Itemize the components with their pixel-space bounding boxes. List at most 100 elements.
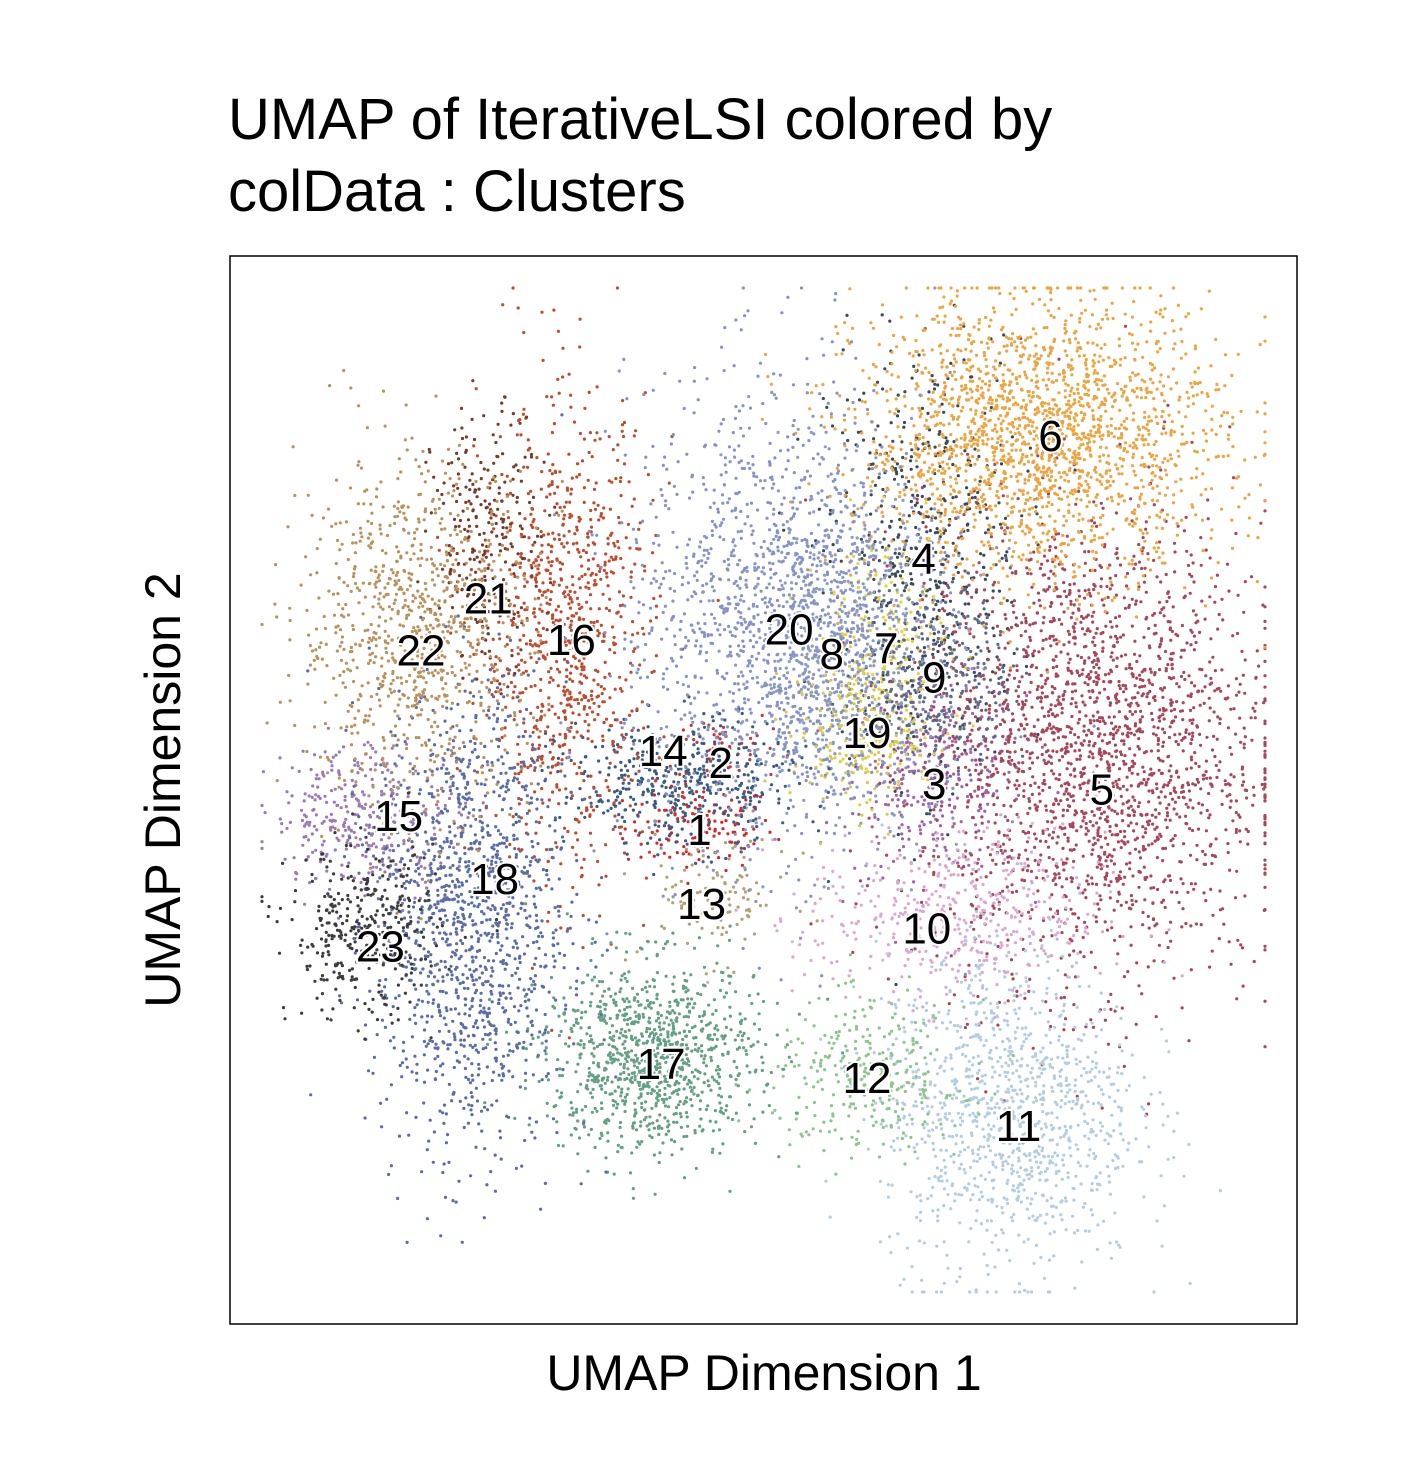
scatter-point: [1039, 470, 1043, 474]
scatter-point: [973, 438, 977, 442]
scatter-point: [943, 510, 947, 514]
scatter-point: [1069, 702, 1073, 706]
scatter-point: [1026, 593, 1030, 597]
scatter-point: [1155, 464, 1159, 468]
scatter-point: [1077, 748, 1082, 752]
scatter-point: [909, 582, 913, 586]
scatter-point: [869, 791, 873, 795]
scatter-point: [949, 501, 953, 505]
scatter-point: [925, 479, 929, 483]
scatter-point: [1144, 520, 1148, 524]
scatter-point: [1093, 643, 1097, 648]
scatter-point: [1261, 603, 1265, 607]
scatter-point: [1003, 363, 1007, 367]
scatter-point: [942, 423, 946, 427]
scatter-point: [1105, 928, 1110, 932]
scatter-point: [1106, 595, 1110, 600]
scatter-point: [968, 732, 972, 737]
scatter-point: [986, 820, 991, 824]
scatter-point: [1009, 430, 1013, 434]
scatter-point: [1103, 596, 1107, 601]
scatter-point: [914, 338, 918, 343]
scatter-point: [1263, 412, 1267, 416]
scatter-point: [1129, 821, 1133, 825]
scatter-points-layer: [260, 286, 1267, 1294]
scatter-point: [1003, 389, 1007, 393]
scatter-point: [1047, 710, 1051, 714]
scatter-point: [933, 531, 938, 535]
scatter-point: [1115, 547, 1119, 551]
scatter-point: [1077, 512, 1081, 516]
scatter-point: [982, 553, 986, 557]
scatter-point: [883, 452, 887, 456]
scatter-point: [908, 459, 913, 463]
scatter-point: [1152, 546, 1156, 550]
scatter-point: [1106, 454, 1111, 458]
scatter-point: [1124, 698, 1128, 702]
scatter-point: [1009, 389, 1013, 393]
scatter-point: [1168, 818, 1172, 822]
scatter-point: [1208, 965, 1212, 969]
scatter-point: [1083, 703, 1087, 707]
scatter-point: [997, 417, 1001, 421]
scatter-point: [1022, 462, 1026, 466]
scatter-point: [1042, 758, 1046, 762]
scatter-point: [1033, 832, 1037, 836]
scatter-point: [933, 424, 938, 428]
scatter-point: [1163, 493, 1167, 497]
scatter-point: [1167, 735, 1171, 740]
scatter-point: [1139, 396, 1144, 400]
scatter-point: [1042, 714, 1046, 719]
scatter-point: [1213, 585, 1218, 589]
scatter-point: [1087, 437, 1091, 441]
scatter-point: [682, 845, 686, 849]
scatter-point: [939, 519, 943, 524]
scatter-point: [1017, 509, 1022, 513]
scatter-point: [1174, 480, 1178, 484]
scatter-point: [963, 443, 967, 447]
scatter-point: [1140, 552, 1144, 556]
scatter-point: [1193, 344, 1197, 348]
scatter-point: [990, 610, 995, 614]
scatter-point: [1145, 812, 1149, 817]
scatter-point: [989, 406, 994, 410]
scatter-point: [895, 414, 900, 418]
scatter-point: [1251, 785, 1256, 789]
scatter-point: [834, 352, 838, 357]
scatter-point: [1145, 615, 1149, 620]
scatter-point: [1167, 803, 1171, 807]
scatter-point: [1016, 497, 1020, 501]
scatter-point: [914, 452, 918, 456]
scatter-point: [961, 536, 965, 540]
scatter-point: [1115, 664, 1119, 669]
scatter-point: [1234, 799, 1238, 803]
scatter-point: [1169, 920, 1173, 924]
scatter-point: [1166, 459, 1170, 463]
scatter-point: [1156, 887, 1160, 892]
scatter-point: [1037, 785, 1041, 789]
scatter-point: [1075, 757, 1079, 762]
scatter-point: [1126, 726, 1130, 731]
scatter-point: [1092, 397, 1096, 401]
scatter-point: [1162, 384, 1166, 388]
scatter-point: [1073, 809, 1077, 813]
scatter-point: [1017, 488, 1022, 492]
scatter-point: [894, 397, 898, 401]
scatter-point: [895, 345, 899, 349]
scatter-point: [685, 865, 689, 869]
scatter-point: [1007, 628, 1011, 632]
scatter-point: [1077, 565, 1081, 569]
scatter-point: [971, 745, 975, 749]
scatter-point: [1200, 689, 1204, 693]
scatter-point: [1084, 714, 1088, 718]
scatter-point: [1263, 841, 1267, 845]
scatter-point: [705, 813, 709, 818]
scatter-point: [1082, 815, 1086, 820]
scatter-point: [984, 739, 988, 743]
scatter-point: [1141, 910, 1145, 915]
scatter-point: [1109, 423, 1113, 428]
scatter-point: [1263, 885, 1267, 890]
scatter-point: [1074, 329, 1078, 333]
scatter-point: [1050, 691, 1055, 695]
scatter-point: [1245, 788, 1249, 793]
